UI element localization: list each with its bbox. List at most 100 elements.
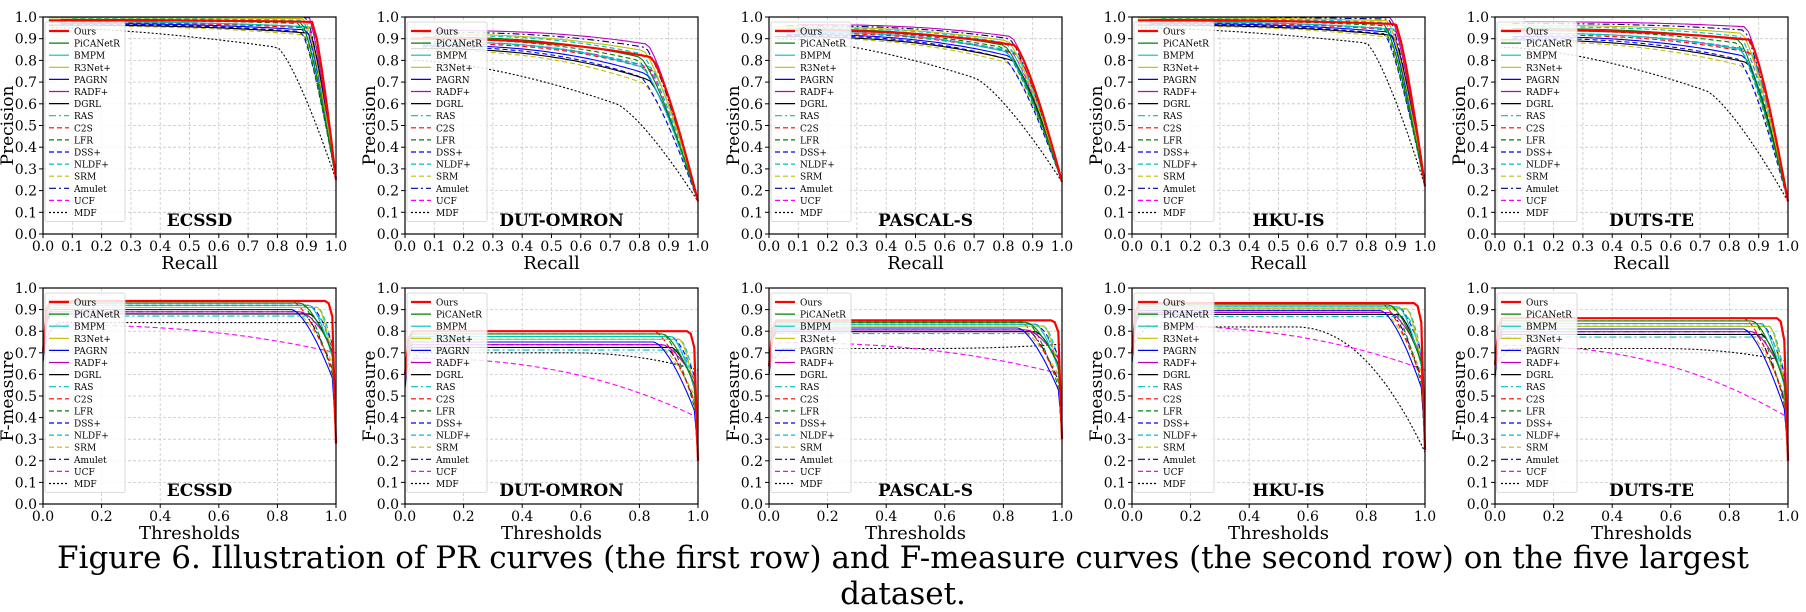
legend-label: UCF [800, 197, 821, 207]
legend-box [1496, 21, 1578, 223]
legend-label: DGRL [1163, 100, 1190, 110]
y-tick-label: 0.7 [741, 75, 763, 91]
legend-label: R3Net+ [436, 64, 473, 74]
y-tick-label: 0.5 [1467, 119, 1489, 135]
legend-label: DSS+ [1526, 420, 1553, 430]
x-tick-label: 0.0 [32, 509, 54, 525]
y-tick-label: 0.7 [741, 346, 763, 362]
y-tick-label: 0.5 [15, 119, 37, 135]
legend-label: Amulet [435, 456, 469, 466]
y-tick-label: 0.5 [1467, 389, 1489, 405]
legend-label: BMPM [436, 323, 467, 333]
x-tick-label: 0.3 [1209, 239, 1231, 255]
x-tick-label: 0.6 [1660, 239, 1682, 255]
series-line-dss- [422, 46, 699, 202]
x-tick-label: 0.2 [452, 509, 474, 525]
legend-label: DSS+ [800, 420, 827, 430]
legend-label: BMPM [1163, 323, 1194, 333]
x-axis-label: Thresholds [1228, 523, 1329, 544]
legend-label: SRM [1163, 444, 1185, 454]
y-tick-label: 0.0 [741, 497, 763, 513]
legend-label: DSS+ [74, 149, 101, 159]
series-line-lfr [774, 29, 1063, 183]
y-tick-label: 0.1 [15, 475, 37, 491]
legend-label: DGRL [800, 100, 827, 110]
legend-box [770, 21, 852, 223]
x-tick-label: 0.4 [1601, 239, 1623, 255]
x-tick-label: 0.9 [1385, 239, 1407, 255]
chart-panel-fm-ecssd: 0.0 0.1 0.2 0.3 0.4 0.5 0.6 0.7 0.8 0.9 1.0 0.0 0.2 0… [0, 281, 347, 544]
x-tick-label: 0.6 [934, 239, 956, 255]
legend-label: SRM [436, 173, 458, 183]
x-tick-label: 1.0 [1777, 239, 1799, 255]
y-tick-label: 0.6 [741, 97, 763, 113]
axes-frame [1494, 16, 1789, 235]
y-tick-label: 0.1 [15, 205, 37, 221]
series-line-ours [1137, 19, 1427, 187]
legend-label: RADF+ [74, 359, 108, 369]
x-tick-label: 0.4 [511, 239, 533, 255]
chart-panel-fm-hku-is: 0.0 0.1 0.2 0.3 0.4 0.5 0.6 0.7 0.8 0.9 1.0 0.0 0.2 0… [1087, 281, 1436, 544]
x-tick-label: 0.1 [1513, 239, 1535, 255]
y-tick-label: 0.3 [1104, 162, 1126, 178]
y-tick-label: 0.1 [1467, 475, 1489, 491]
y-tick-label: 0.6 [1104, 367, 1126, 383]
legend-label: MDF [1526, 480, 1549, 490]
x-tick-label: 0.4 [149, 239, 171, 255]
x-tick-label: 0.3 [1572, 239, 1594, 255]
chart-title: ECSSD [167, 481, 233, 501]
axes-frame [1494, 287, 1789, 505]
x-tick-label: 0.4 [149, 509, 171, 525]
y-tick-label: 1.0 [1467, 281, 1489, 297]
chart-panel-fm-pascal-s: 0.0 0.1 0.2 0.3 0.4 0.5 0.6 0.7 0.8 0.9 1.0 0.0 0.2 0… [724, 281, 1073, 544]
y-tick-label: 0.6 [377, 367, 399, 383]
legend-label: NLDF+ [1526, 432, 1561, 442]
legend-label: RAS [800, 383, 819, 393]
y-tick-label: 0.3 [1467, 162, 1489, 178]
series-line-nldf- [1161, 18, 1426, 187]
y-tick-label: 0.2 [1467, 184, 1489, 200]
y-axis-label: Precision [1450, 85, 1470, 165]
y-tick-label: 0.9 [1467, 32, 1489, 48]
chart-title: DUTS-TE [1609, 481, 1694, 501]
y-tick-label: 0.0 [377, 497, 399, 513]
legend-label: PAGRN [1526, 76, 1560, 86]
x-tick-label: 0.5 [540, 239, 562, 255]
y-tick-label: 0.0 [1104, 497, 1126, 513]
legend-label: Amulet [1162, 185, 1196, 195]
y-tick-label: 0.8 [1104, 324, 1126, 340]
legend-label: R3Net+ [1163, 64, 1200, 74]
legend-label: PAGRN [1163, 347, 1197, 357]
y-tick-label: 0.8 [15, 53, 37, 69]
legend-label: LFR [1526, 407, 1545, 417]
y-tick-label: 0.5 [1104, 389, 1126, 405]
chart-title: HKU-IS [1252, 481, 1324, 501]
y-tick-label: 1.0 [15, 10, 37, 26]
legend-label: PiCANetR [1163, 40, 1209, 50]
y-tick-label: 0.3 [15, 432, 37, 448]
x-tick-label: 1.0 [687, 239, 709, 255]
y-tick-label: 0.2 [1104, 454, 1126, 470]
legend-label: NLDF+ [74, 432, 109, 442]
y-tick-label: 0.7 [1467, 346, 1489, 362]
legend-label: RAS [436, 383, 455, 393]
chart-panel-pr-pascal-s: 0.0 0.1 0.2 0.3 0.4 0.5 0.6 0.7 0.8 0.9 1.0 0.0 0.1 0… [724, 10, 1073, 274]
figure-canvas: 0.00.10.20.30.40.50.60.70.80.91.00.0 0.1 0… [0, 10, 1799, 544]
legend-label: Amulet [435, 185, 469, 195]
y-tick-label: 0.0 [15, 227, 37, 243]
y-axis-label: F-measure [1450, 351, 1470, 442]
legend-label: PAGRN [436, 347, 470, 357]
x-tick-label: 0.3 [120, 239, 142, 255]
legend-label: SRM [436, 444, 458, 454]
legend-label: UCF [74, 468, 95, 478]
legend-label: DSS+ [1526, 149, 1553, 159]
x-tick-label: 0.0 [1484, 239, 1506, 255]
legend-label: Ours [800, 28, 822, 38]
legend-label: NLDF+ [1163, 432, 1198, 442]
x-tick-label: 0.6 [208, 509, 230, 525]
legend-label: RADF+ [1526, 88, 1560, 98]
legend-label: MDF [800, 480, 823, 490]
legend-box [770, 292, 852, 494]
y-tick-label: 0.9 [741, 32, 763, 48]
legend-label: SRM [74, 173, 96, 183]
